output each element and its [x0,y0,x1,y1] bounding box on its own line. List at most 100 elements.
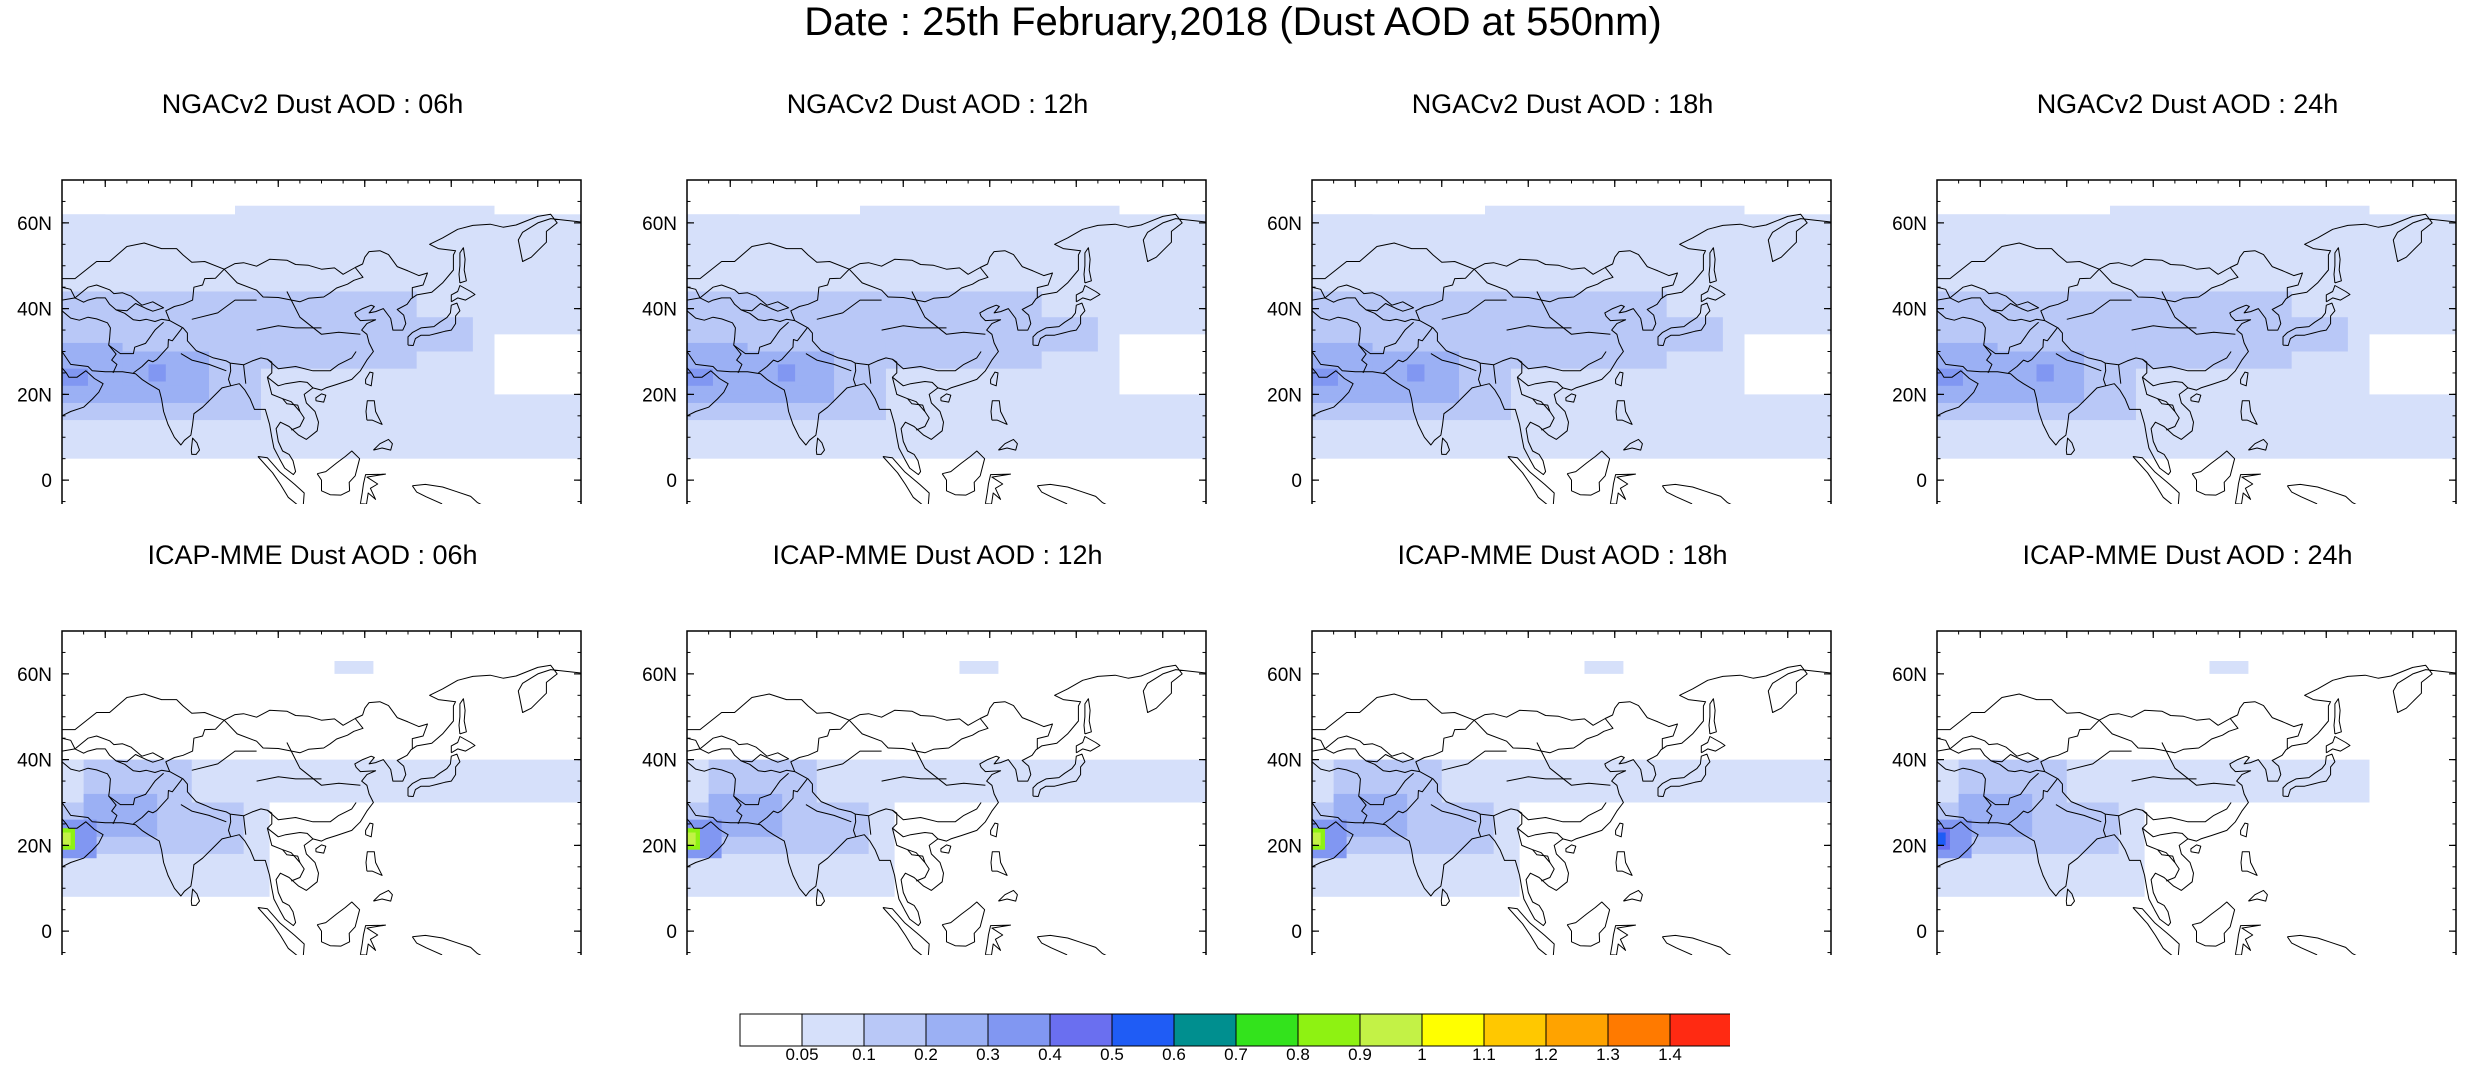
colorbar-box [739,1013,803,1047]
coast-line [848,267,989,303]
colorbar-label: 0.2 [914,1045,938,1062]
coast-line [1532,849,1551,863]
coast-line [1478,363,1482,386]
colorbar-label: 1.3 [1596,1045,1620,1062]
coast-line [881,776,947,782]
axes: 60E80E100E120E140E160E020N40N60N [1892,179,2457,503]
dust-aod-field [687,205,1206,459]
coast-line [2141,828,2180,882]
coast-line [758,327,808,374]
lat-tick-label: 20N [1892,836,1927,857]
colorbar-label: 1 [1417,1045,1426,1062]
coast-line [1566,450,1611,496]
coast-line [2333,247,2342,284]
map-plot: 60E80E100E120E140E160E020N40N60N [642,630,1207,955]
coast-line [1358,321,1414,355]
coast-line [450,285,476,303]
coast-line [805,353,852,372]
coast-line [2248,438,2268,451]
aod-cell [1744,334,1831,395]
panel-icap-mme-24h: ICAP-MME Dust AOD : 24h 60E80E100E120E14… [1875,535,2466,955]
coast-line [2098,267,2239,303]
coast-line [1312,818,1354,868]
coast-line [2248,889,2268,902]
coast-line [62,664,581,927]
coast-line [190,888,200,906]
panel-ngacv2-06h: NGACv2 Dust AOD : 06h 60E80E100E120E140E… [0,84,625,504]
coast-line [941,901,986,947]
coast-line [1517,802,1607,823]
aod-cell [1312,832,1321,846]
coast-line [2118,815,2122,835]
colorbar-box [1607,1013,1671,1047]
coast-line [699,284,790,312]
coast-line [687,297,795,322]
lat-tick-label: 20N [1892,385,1927,406]
coast-line [2191,450,2236,496]
coast-line [1937,286,1951,299]
lat-tick-label: 20N [642,836,677,857]
coast-line [267,802,357,823]
coast-line [365,400,383,425]
axes: 60E80E100E120E140E160E020N40N60N [1892,630,2457,954]
aod-cell [1614,257,1831,292]
coast-line [458,698,467,735]
aod-cell [334,661,374,674]
panel-title: ICAP-MME Dust AOD : 12h [772,540,1103,570]
coast-line [1440,437,1450,455]
aod-cell [1937,214,2007,275]
coast-line [62,286,76,299]
panel-title: ICAP-MME Dust AOD : 24h [2022,540,2353,570]
coastlines [1937,213,2456,504]
coast-line [190,437,200,455]
coast-line [1506,325,1572,331]
lat-tick-label: 60N [1267,665,1302,686]
panel-ngacv2-24h: NGACv2 Dust AOD : 24h 60E80E100E120E140E… [1875,84,2466,504]
colorbar-box [1421,1013,1485,1047]
coast-line [1075,736,1101,754]
coast-line [1324,735,1415,763]
coastlines [687,213,1206,504]
lat-tick-label: 20N [642,385,677,406]
coast-line [1700,285,1726,303]
coast-line [407,753,461,797]
aod-cell [2239,257,2456,292]
coast-line [359,473,386,504]
panel-icap-mme-06h: ICAP-MME Dust AOD : 06h 60E80E100E120E14… [0,535,625,955]
coast-line [984,924,1011,955]
coast-line [365,851,383,876]
axes: 60E80E100E120E140E160E020N40N60N [17,179,582,503]
aod-cell [364,257,581,292]
coast-line [1937,297,2045,322]
lat-tick-label: 40N [642,300,677,321]
coast-line [687,367,729,417]
coast-line [1983,321,2039,355]
axes: 60E80E100E120E140E160E020N40N60N [17,630,582,954]
coast-line [2141,377,2180,431]
axes: 60E80E100E120E140E160E020N40N60N [1267,179,1832,503]
coast-line [228,363,232,386]
colorbar-box [801,1013,865,1047]
coast-line [794,771,939,840]
coast-line [1441,299,1507,320]
aod-cell [2369,334,2456,395]
coast-line [2044,320,2189,389]
coast-line [2325,736,2351,754]
colorbar-label: 0.8 [1286,1045,1310,1062]
coast-line [998,889,1018,902]
coast-line [373,889,393,902]
lat-tick-label: 0 [1916,922,1927,943]
coast-line [891,377,930,431]
aod-cell [989,257,1206,292]
coast-line [1983,772,2039,806]
coast-line [699,735,790,763]
coast-line [2103,814,2107,837]
dust-aod-field [62,205,581,459]
coast-line [1312,286,1326,299]
coast-line [1937,748,2045,773]
coast-line [1312,297,1420,322]
coast-line [2055,804,2102,823]
coast-line [1937,664,2456,927]
coast-line [907,398,926,412]
coast-line [2142,802,2232,823]
